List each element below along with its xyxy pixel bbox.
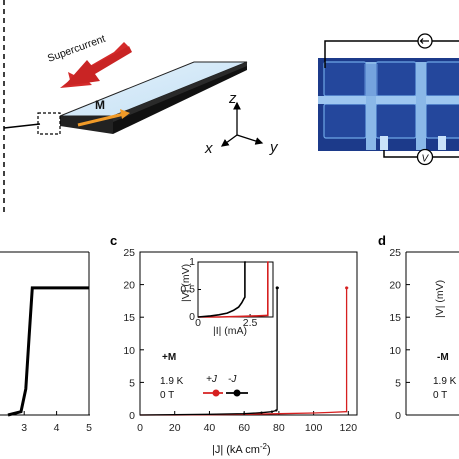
legend-pos-marker [212,389,220,397]
panel-d-field-label: -M [437,352,449,363]
panel-d-ylabel: |V| (mV) [434,280,446,318]
inset-ytick-label: 1 [189,256,195,268]
panel-c-legend: +J -J [203,374,248,397]
inset-ylabel: |V| (mV) [180,264,192,302]
panel-b-xtick-label: 4 [54,422,60,434]
inset-xtick-label: 2.5 [243,317,258,329]
selection-box [37,112,61,135]
magnetic-slab [59,61,248,134]
panel-c-ytick-label: 25 [123,247,135,259]
panel-c-temperature: 1.9 K [160,376,184,387]
panel-c-xtick-label: 20 [169,422,181,434]
panel-c-field-label: +M [162,352,176,363]
panel-d-ytick-label: 10 [389,345,401,357]
inset-chart: 0 2.5 0 0.5 1 |V| (mV) |I| (mA) [180,256,274,337]
magnetization-arrow [77,112,125,127]
inset-ytick-label: 0 [189,311,195,323]
lead-line [3,123,41,129]
axis-x-label: x [204,140,213,157]
panel-c-xtick-label: 60 [238,422,250,434]
panel-c-data-point [275,409,278,412]
panel-d-temperature: 1.9 K [433,376,457,387]
series-line-neg-j [139,287,279,416]
panel-b-series-line [7,286,89,417]
voltage-wire [383,150,459,158]
inset-series-neg-j [197,261,246,318]
panel-c-xtick-label: 40 [204,422,216,434]
panel-b-xtick-label: 5 [86,422,92,434]
panel-c-xtick-label: 80 [273,422,285,434]
magnetization-arrowhead [120,109,130,119]
panel-c-field: 0 T [160,390,174,401]
panel-c-frame [139,251,358,416]
inset-xlabel: |I| (mA) [213,325,247,337]
panel-d-ytick-label: 5 [395,377,401,389]
panel-c-xlabel: |J| (kA cm-2) [212,442,271,456]
schematic-panel: Supercurrent M z x y [3,0,279,212]
panel-d-ytick-label: 0 [395,410,401,422]
inset-frame [197,261,274,318]
panel-d-ytick-label: 15 [389,312,401,324]
axis-y-label: y [269,139,279,156]
panel-b-xtick-label: 3 [21,422,27,434]
current-wire [324,40,459,68]
panel-c-data-point [275,286,279,290]
supercurrent-arrow [60,42,132,88]
inset-ytick-label: 0.5 [180,284,195,296]
panel-d-letter: d [378,233,386,248]
coordinate-axes: z x y [204,90,279,157]
supercurrent-label: Supercurrent [46,33,107,65]
panel-c-data-point [345,286,349,290]
panel-c-ytick-label: 5 [129,377,135,389]
panel-c-data-point [270,410,274,413]
panel-c-ytick-label: 0 [129,410,135,422]
panel-c-letter: c [110,233,117,248]
panel-c-data-point [260,411,263,414]
panel-c-ytick-label: 15 [123,312,135,324]
panel-c-chart: c 0 20 40 60 80 100 120 0 5 10 15 20 25 0 2.5 0 0.5 1 |V… [110,233,358,456]
voltmeter-label: V [422,154,430,165]
device-micrograph: V [318,33,459,166]
panel-d-chart: d 0 5 10 15 20 25 |V| (mV) -M 1.9 K 0 T [378,233,459,422]
panel-d-ytick-label: 20 [389,280,401,292]
panel-d-ytick-label: 25 [389,247,401,259]
axis-z-label: z [228,90,237,107]
inset-series-pos-j [198,261,269,318]
legend-pos-label: +J [206,374,218,385]
panel-c-ytick-label: 10 [123,345,135,357]
magnetization-label: M [95,98,105,112]
panel-c-xtick-label: 120 [340,422,358,434]
voltmeter-icon [416,148,434,166]
panel-d-field: 0 T [433,390,447,401]
panel-c-xtick-label: 0 [137,422,143,434]
panel-b-chart: 3 4 5 [0,251,92,434]
legend-neg-marker [233,389,241,397]
panel-c-data-point [242,412,246,415]
legend-neg-label: -J [228,374,237,385]
inset-xtick-label: 0 [195,317,201,329]
panel-c-xtick-label: 100 [305,422,323,434]
panel-c-ytick-label: 20 [123,280,135,292]
